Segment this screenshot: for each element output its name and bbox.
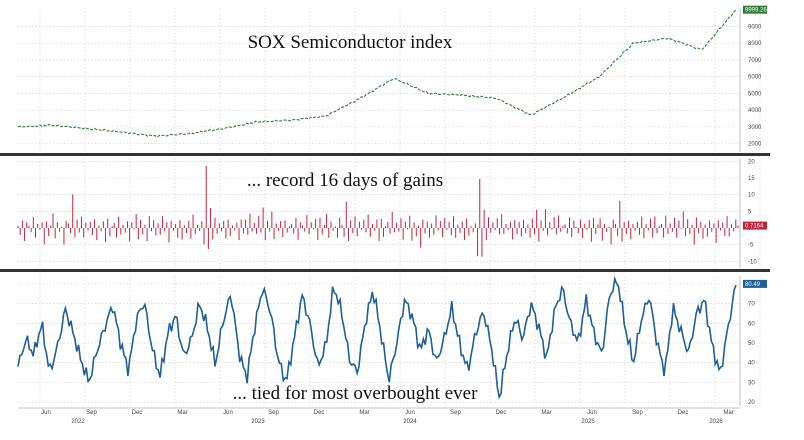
y-tick-label: 70 (748, 302, 755, 308)
x-tick-label: Dec (678, 410, 689, 416)
panel-1: 2000 3000 4000 5000 6000 7000 8000 9000 9999.26 S… (0, 5, 770, 156)
x-year-label: 2026 (709, 419, 723, 425)
x-year-label: 2025 (581, 419, 595, 425)
series-line (17, 275, 737, 400)
x-tick-label: Sep (450, 410, 461, 416)
y-tick-label: 40 (748, 361, 755, 367)
x-tick-label: Dec (496, 410, 507, 416)
x-year-label: 2024 (403, 419, 417, 425)
x-axis: Jun Sep Dec Mar Jun Sep Dec Mar Jun Sep Dec Mar Jun S… (18, 407, 740, 425)
last-value-badge (743, 221, 767, 230)
last-value-text: 9999.26 (745, 8, 767, 14)
panel-title: SOX Semiconductor index (248, 32, 453, 53)
panel-grid (18, 276, 761, 406)
x-year-label: 2023 (251, 419, 265, 425)
y-tick-label: -10 (748, 259, 757, 265)
x-tick-label: Mar (177, 410, 187, 416)
y-tick-label: 20 (748, 400, 755, 406)
panel-grid (18, 8, 761, 152)
y-tick-label: 8000 (748, 41, 762, 47)
panel-title: ... record 16 days of gains (247, 170, 443, 191)
x-tick-label: Sep (86, 410, 97, 416)
x-tick-label: Dec (132, 410, 143, 416)
y-tick-label: 9000 (748, 24, 762, 30)
y-tick-label: 5000 (748, 91, 762, 97)
y-tick-label: 7000 (748, 58, 762, 64)
panel-2: 20151050-5-100.7164... record 16 days of… (0, 158, 770, 272)
x-tick-label: Mar (359, 410, 369, 416)
x-tick-label: Jun (41, 410, 51, 416)
x-tick-label: Sep (632, 410, 643, 416)
y-tick-label: 15 (748, 176, 755, 182)
y-tick-label: 4000 (748, 108, 762, 114)
last-value-text: 0.7164 (745, 224, 764, 230)
last-value-badge (743, 5, 767, 14)
y-tick-label: 60 (748, 321, 755, 327)
y-tick-label: 3000 (748, 125, 762, 131)
last-value-text: 80.49 (745, 282, 761, 288)
y-tick-label: 30 (748, 380, 755, 386)
x-tick-label: Dec (314, 410, 325, 416)
x-tick-label: Jun (223, 410, 233, 416)
last-value-badge (743, 279, 767, 288)
series-line (17, 9, 737, 138)
x-year-label: 2022 (71, 419, 85, 425)
x-tick-label: Mar (723, 410, 733, 416)
panel-separator (0, 153, 770, 156)
y-tick-label: 2000 (748, 142, 762, 148)
y-tick-label: 10 (748, 193, 755, 199)
y-tick-label: -5 (748, 243, 754, 249)
y-tick-label: 20 (748, 159, 755, 165)
x-tick-label: Sep (268, 410, 279, 416)
y-tick-label: 6000 (748, 75, 762, 81)
panel-3: 8070605040302080.49... tied for most ove… (17, 275, 767, 406)
x-tick-label: Mar (541, 410, 551, 416)
y-tick-label: 50 (748, 341, 755, 347)
panel-title: ... tied for most overbought ever (233, 383, 479, 404)
x-tick-label: Jun (405, 410, 415, 416)
panel-separator (0, 269, 770, 272)
y-tick-label: 5 (748, 209, 752, 215)
x-tick-label: Jun (587, 410, 597, 416)
